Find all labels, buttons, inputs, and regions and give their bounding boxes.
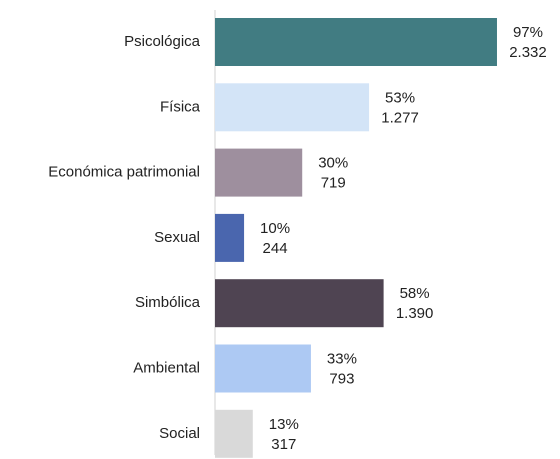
- count-label: 244: [263, 240, 288, 257]
- count-label: 1.277: [381, 109, 419, 126]
- category-label: Ambiental: [133, 359, 200, 376]
- value-label: 53%: [385, 89, 415, 106]
- value-label: 97%: [513, 24, 543, 41]
- bar: [215, 18, 497, 66]
- category-label: Simbólica: [135, 294, 201, 311]
- count-label: 1.390: [396, 305, 434, 322]
- count-label: 317: [271, 436, 296, 453]
- category-label: Psicológica: [124, 33, 201, 50]
- category-label: Social: [159, 425, 200, 442]
- value-label: 10%: [260, 220, 290, 237]
- category-label: Física: [160, 98, 201, 115]
- value-label: 58%: [400, 285, 430, 302]
- value-label: 13%: [269, 416, 299, 433]
- bar: [215, 148, 303, 197]
- bar: [215, 83, 370, 132]
- count-label: 793: [329, 370, 354, 387]
- bar: [215, 213, 245, 262]
- value-label: 30%: [318, 155, 348, 172]
- bar: [215, 279, 384, 328]
- count-label: 719: [321, 175, 346, 192]
- value-label: 33%: [327, 350, 357, 367]
- category-label: Económica patrimonial: [48, 164, 200, 181]
- category-label: Sexual: [154, 229, 200, 246]
- bar: [215, 409, 253, 458]
- bar: [215, 344, 311, 393]
- count-label: 2.332: [509, 44, 547, 61]
